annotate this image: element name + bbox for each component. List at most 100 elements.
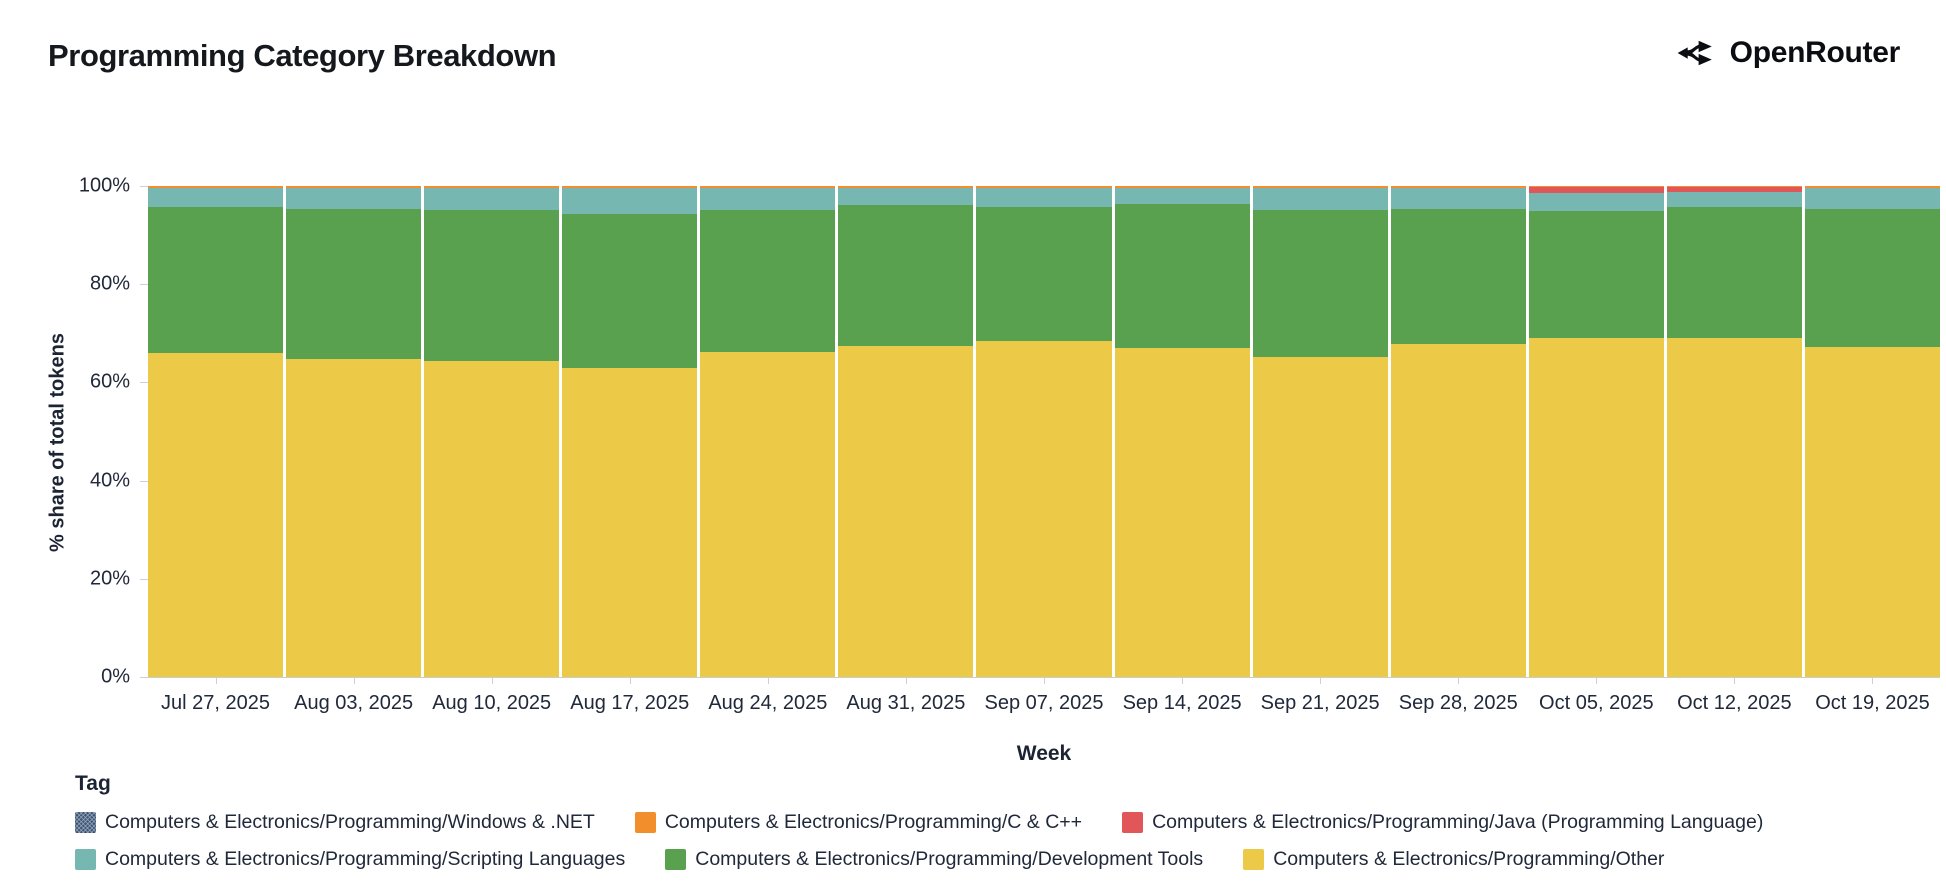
bar-segment[interactable]: [1804, 186, 1941, 188]
bar-segment[interactable]: [700, 187, 836, 211]
bar-segment[interactable]: [424, 187, 560, 211]
bar-segment[interactable]: [1666, 206, 1802, 338]
bar-column: [700, 186, 836, 677]
legend-label: Computers & Electronics/Programming/Deve…: [695, 847, 1204, 870]
legend-swatch: [75, 811, 96, 833]
bar-segment[interactable]: [424, 186, 560, 188]
bar-segment[interactable]: [1528, 186, 1664, 187]
bar-segment[interactable]: [148, 186, 284, 188]
x-tick-label: Aug 03, 2025: [286, 678, 421, 715]
legend-label: Computers & Electronics/Programming/Java…: [1152, 810, 1764, 833]
bar-segment[interactable]: [1666, 186, 1802, 188]
bar-segment[interactable]: [976, 187, 1112, 207]
x-tick-label: Sep 14, 2025: [1115, 678, 1250, 715]
y-tick-mark: [140, 480, 148, 482]
bar-segment[interactable]: [562, 213, 698, 369]
bar-column: [424, 186, 560, 677]
legend-item: Computers & Electronics/Programming/Scri…: [75, 845, 625, 873]
legend-item: Computers & Electronics/Programming/Deve…: [665, 845, 1203, 873]
bar-segment[interactable]: [148, 187, 284, 208]
bar-segment[interactable]: [1252, 187, 1388, 211]
bar-segment[interactable]: [562, 186, 698, 189]
x-axis: Jul 27, 2025 Aug 03, 2025 Aug 10, 2025 Aug …: [148, 678, 1940, 715]
bar-segment[interactable]: [1390, 208, 1526, 345]
bar-segment[interactable]: [1804, 187, 1941, 209]
y-tick-label: 40%: [89, 469, 130, 492]
bar-segment[interactable]: [1528, 192, 1664, 211]
bar-segment[interactable]: [1666, 191, 1802, 207]
bar-segment[interactable]: [838, 204, 974, 347]
plot-area: [148, 186, 1941, 677]
bar-segment[interactable]: [976, 186, 1112, 188]
bar-segment[interactable]: [1252, 210, 1388, 357]
x-axis-title: Week: [1016, 742, 1072, 765]
x-tick-label: Jul 27, 2025: [148, 678, 283, 715]
x-tick-label: Aug 17, 2025: [562, 678, 697, 715]
bar-segment[interactable]: [562, 368, 698, 677]
bar-segment[interactable]: [286, 187, 422, 209]
bar-segment[interactable]: [1804, 346, 1941, 677]
bar-segment[interactable]: [424, 360, 560, 677]
bar-column: [1528, 186, 1664, 677]
bar-segment[interactable]: [1390, 344, 1526, 677]
bar-segment[interactable]: [562, 188, 698, 214]
bar-segment[interactable]: [1114, 186, 1250, 188]
openrouter-logo[interactable]: OpenRouter: [1675, 32, 1900, 74]
y-tick-label: 0%: [101, 665, 130, 688]
bar-segment[interactable]: [424, 210, 560, 361]
x-tick-label: Sep 07, 2025: [976, 678, 1111, 715]
bar-segment[interactable]: [700, 210, 836, 352]
x-axis-line: [148, 677, 1940, 678]
legend-label: Computers & Electronics/Programming/Wind…: [105, 810, 595, 833]
bar-column: [976, 186, 1112, 677]
bar-segment[interactable]: [700, 351, 836, 677]
bar-segment[interactable]: [838, 187, 974, 205]
bar-segment[interactable]: [1114, 187, 1250, 205]
page-title: Programming Category Breakdown: [48, 38, 557, 73]
bar-segment[interactable]: [1528, 210, 1664, 339]
bar-segment[interactable]: [1252, 186, 1388, 188]
bar-segment[interactable]: [700, 186, 836, 188]
bar-segment[interactable]: [148, 207, 284, 353]
bar-segment[interactable]: [1666, 337, 1802, 677]
bar-segment[interactable]: [286, 358, 422, 677]
bar-column: [1114, 186, 1250, 677]
bar-segment[interactable]: [286, 208, 422, 359]
legend-item: Computers & Electronics/Programming/Wind…: [75, 808, 595, 836]
bar-segment[interactable]: [976, 206, 1112, 341]
bar-segment[interactable]: [1390, 186, 1526, 189]
bar-segment[interactable]: [838, 186, 974, 188]
legend-label: Computers & Electronics/Programming/Scri…: [105, 847, 626, 870]
bar-segment[interactable]: [1114, 204, 1250, 349]
x-tick-label: Aug 10, 2025: [424, 678, 559, 715]
y-tick-label: 100%: [78, 174, 130, 197]
x-tick-label: Oct 12, 2025: [1667, 678, 1802, 715]
bar-segment[interactable]: [1804, 208, 1941, 347]
bar-segment[interactable]: [1666, 187, 1802, 192]
bar-segment[interactable]: [1390, 188, 1526, 209]
y-tick-mark: [140, 186, 148, 187]
x-tick-label: Sep 28, 2025: [1391, 678, 1526, 715]
legend-item: Computers & Electronics/Programming/Othe…: [1243, 845, 1664, 873]
x-tick-label: Oct 19, 2025: [1805, 678, 1940, 715]
legend-swatch: [634, 811, 656, 833]
y-axis: 100% 80% 60% 40% 20% 0%: [0, 175, 148, 688]
y-tick-mark: [140, 382, 148, 384]
bar-column: [838, 186, 974, 677]
legend-swatch: [665, 848, 687, 870]
legend-label: Computers & Electronics/Programming/C & …: [664, 810, 1083, 833]
legend-label: Computers & Electronics/Programming/Othe…: [1273, 847, 1665, 870]
x-tick-label: Aug 24, 2025: [700, 678, 835, 715]
bar-segment[interactable]: [976, 340, 1112, 677]
bar-segment[interactable]: [1528, 186, 1664, 193]
bar-segment[interactable]: [838, 346, 974, 677]
bar-segment[interactable]: [148, 352, 284, 677]
bar-segment[interactable]: [286, 186, 422, 188]
bar-segment[interactable]: [1114, 348, 1250, 677]
bar-segment[interactable]: [1528, 338, 1664, 677]
bar-segment[interactable]: [1252, 356, 1388, 677]
bar-column: [286, 186, 422, 677]
bar-column: [1390, 186, 1526, 677]
legend: Computers & Electronics/Programming/Wind…: [75, 808, 1885, 873]
x-tick-label: Sep 21, 2025: [1253, 678, 1388, 715]
